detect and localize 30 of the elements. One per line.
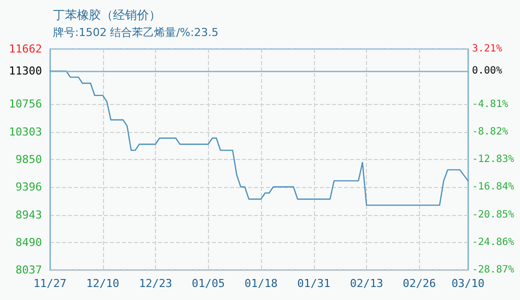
y-tick-label: 11300 xyxy=(8,64,42,78)
y-tick-label: 11662 xyxy=(8,42,42,56)
y2-tick-label: 0.00% xyxy=(472,66,502,77)
y2-tick-label: -24.86% xyxy=(472,236,514,248)
x-tick-label: 01/18 xyxy=(244,277,278,290)
y-tick-label: 8943 xyxy=(16,208,42,222)
x-tick-label: 11/27 xyxy=(33,277,67,290)
x-tick-label: 12/10 xyxy=(86,277,120,290)
line-series xyxy=(49,70,469,206)
y2-tick-label: -4.81% xyxy=(472,98,508,110)
y2-tick-label: -28.87% xyxy=(472,264,514,276)
y-tick-label: 9396 xyxy=(16,180,42,194)
y2-tick-label: -16.84% xyxy=(472,182,514,193)
y-tick-label: 8490 xyxy=(16,236,42,249)
y2-tick-label: 3.21% xyxy=(472,44,502,54)
x-tick-label: 01/05 xyxy=(192,277,225,290)
y-tick-label: 10303 xyxy=(8,125,42,138)
x-tick-label: 03/10 xyxy=(451,277,485,290)
chart-title: 丁苯橡胶（经销价） xyxy=(53,8,161,22)
y-tick-label: 8037 xyxy=(16,264,42,276)
x-tick-label: 02/26 xyxy=(402,277,436,290)
y2-tick-label: -20.85% xyxy=(472,209,514,220)
x-tick-label: 02/13 xyxy=(350,277,384,290)
chart-subtitle: 牌号:1502 结合苯乙烯量/%:23.5 xyxy=(53,26,219,39)
y2-tick-label: -8.82% xyxy=(472,126,508,138)
y-tick-label: 10756 xyxy=(8,98,42,111)
y-tick-label: 9850 xyxy=(16,152,42,166)
x-tick-label: 01/31 xyxy=(297,277,330,290)
y2-tick-label: -12.83% xyxy=(472,154,514,165)
x-tick-label: 12/23 xyxy=(138,277,172,290)
